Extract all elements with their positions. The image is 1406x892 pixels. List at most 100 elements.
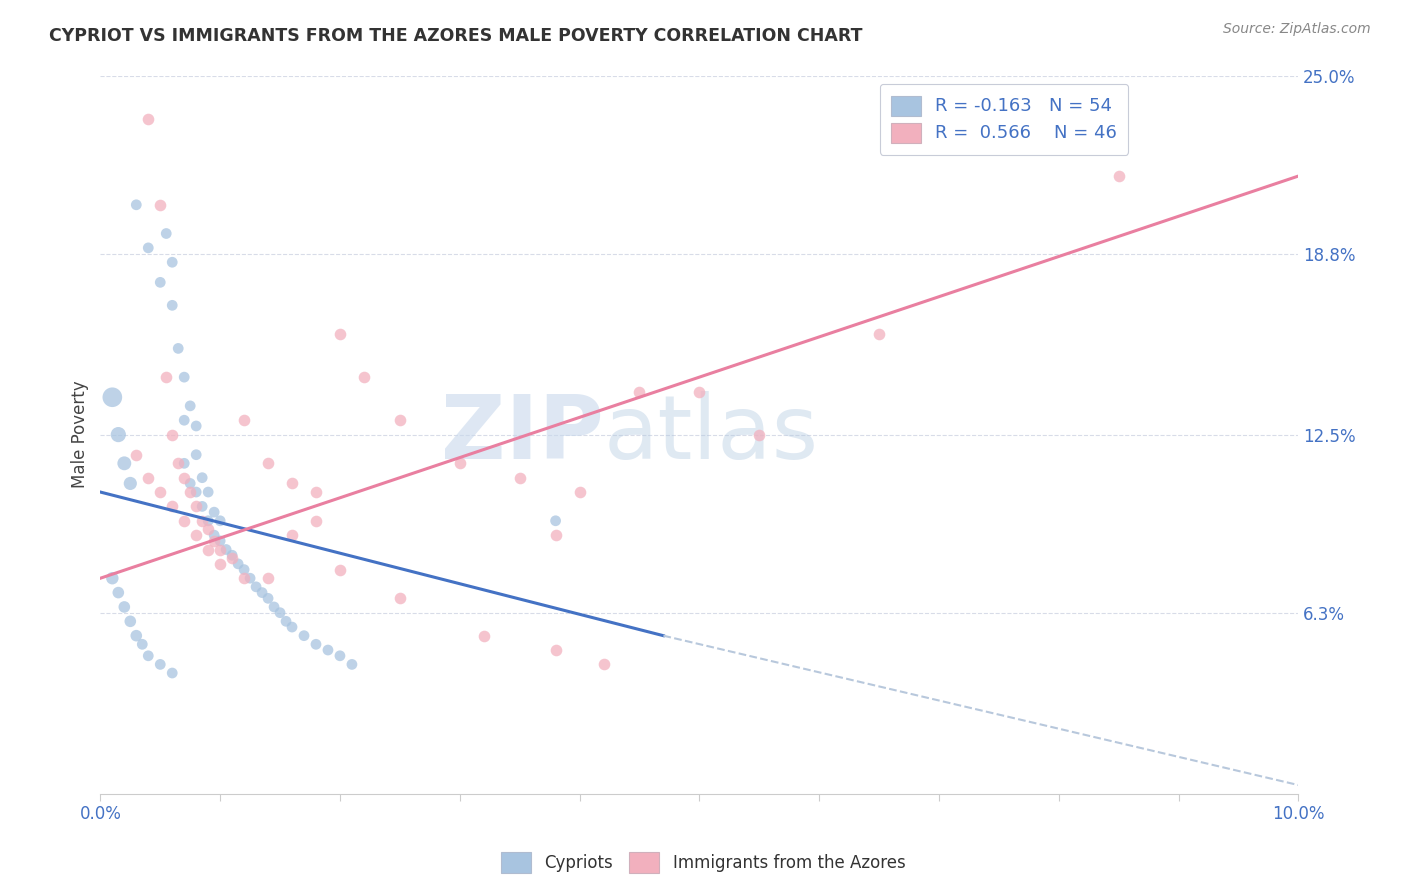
Point bbox=[120, 476, 142, 491]
Point bbox=[340, 657, 363, 672]
Point bbox=[149, 198, 172, 212]
Point bbox=[160, 298, 183, 312]
Point bbox=[125, 629, 148, 643]
Point bbox=[202, 505, 225, 519]
Point bbox=[233, 571, 256, 585]
Point bbox=[186, 419, 208, 434]
Point bbox=[226, 557, 249, 571]
Point bbox=[131, 637, 153, 651]
Point bbox=[688, 384, 710, 399]
Point bbox=[239, 571, 262, 585]
Point bbox=[544, 514, 567, 528]
Legend: R = -0.163   N = 54, R =  0.566    N = 46: R = -0.163 N = 54, R = 0.566 N = 46 bbox=[880, 84, 1128, 154]
Point bbox=[202, 528, 225, 542]
Point bbox=[233, 563, 256, 577]
Legend: Cypriots, Immigrants from the Azores: Cypriots, Immigrants from the Azores bbox=[494, 846, 912, 880]
Point bbox=[160, 500, 183, 514]
Point bbox=[191, 514, 214, 528]
Point bbox=[107, 427, 129, 442]
Point bbox=[281, 528, 304, 542]
Point bbox=[112, 599, 135, 614]
Point bbox=[179, 485, 201, 500]
Point bbox=[160, 255, 183, 269]
Point bbox=[191, 471, 214, 485]
Point bbox=[136, 241, 159, 255]
Point bbox=[173, 471, 195, 485]
Point bbox=[233, 413, 256, 427]
Point bbox=[125, 198, 148, 212]
Point bbox=[257, 591, 280, 606]
Point bbox=[592, 657, 614, 672]
Text: CYPRIOT VS IMMIGRANTS FROM THE AZORES MALE POVERTY CORRELATION CHART: CYPRIOT VS IMMIGRANTS FROM THE AZORES MA… bbox=[49, 27, 863, 45]
Point bbox=[305, 637, 328, 651]
Point bbox=[149, 276, 172, 290]
Y-axis label: Male Poverty: Male Poverty bbox=[72, 381, 89, 489]
Point bbox=[329, 327, 352, 342]
Point bbox=[257, 456, 280, 470]
Point bbox=[173, 370, 195, 384]
Text: ZIP: ZIP bbox=[440, 391, 603, 478]
Point bbox=[155, 227, 177, 241]
Point bbox=[215, 542, 238, 557]
Point bbox=[274, 615, 297, 629]
Point bbox=[509, 471, 531, 485]
Point bbox=[179, 476, 201, 491]
Text: Source: ZipAtlas.com: Source: ZipAtlas.com bbox=[1223, 22, 1371, 37]
Point bbox=[186, 500, 208, 514]
Point bbox=[160, 427, 183, 442]
Point bbox=[202, 533, 225, 548]
Point bbox=[388, 591, 411, 606]
Point bbox=[197, 485, 219, 500]
Point bbox=[186, 448, 208, 462]
Point bbox=[209, 514, 232, 528]
Point bbox=[472, 629, 495, 643]
Point bbox=[179, 399, 201, 413]
Point bbox=[1108, 169, 1130, 183]
Point bbox=[191, 500, 214, 514]
Point bbox=[173, 413, 195, 427]
Point bbox=[120, 615, 142, 629]
Point bbox=[281, 476, 304, 491]
Point bbox=[388, 413, 411, 427]
Point bbox=[250, 585, 273, 599]
Point bbox=[149, 485, 172, 500]
Point bbox=[221, 548, 243, 562]
Text: atlas: atlas bbox=[603, 391, 818, 478]
Point bbox=[269, 606, 291, 620]
Point bbox=[186, 528, 208, 542]
Point bbox=[160, 666, 183, 681]
Point bbox=[263, 599, 285, 614]
Point bbox=[186, 485, 208, 500]
Point bbox=[544, 643, 567, 657]
Point bbox=[197, 522, 219, 536]
Point bbox=[136, 112, 159, 126]
Point bbox=[245, 580, 267, 594]
Point bbox=[155, 370, 177, 384]
Point bbox=[136, 471, 159, 485]
Point bbox=[197, 514, 219, 528]
Point bbox=[329, 648, 352, 663]
Point bbox=[221, 551, 243, 566]
Point bbox=[292, 629, 315, 643]
Point bbox=[167, 456, 190, 470]
Point bbox=[305, 485, 328, 500]
Point bbox=[449, 456, 471, 470]
Point bbox=[316, 643, 339, 657]
Point bbox=[628, 384, 651, 399]
Point bbox=[173, 514, 195, 528]
Point bbox=[353, 370, 375, 384]
Point bbox=[112, 456, 135, 470]
Point bbox=[868, 327, 890, 342]
Point bbox=[149, 657, 172, 672]
Point bbox=[197, 542, 219, 557]
Point bbox=[209, 557, 232, 571]
Point bbox=[281, 620, 304, 634]
Point bbox=[101, 571, 124, 585]
Point bbox=[107, 585, 129, 599]
Point bbox=[136, 648, 159, 663]
Point bbox=[125, 448, 148, 462]
Point bbox=[167, 342, 190, 356]
Point bbox=[748, 427, 770, 442]
Point bbox=[257, 571, 280, 585]
Point bbox=[305, 514, 328, 528]
